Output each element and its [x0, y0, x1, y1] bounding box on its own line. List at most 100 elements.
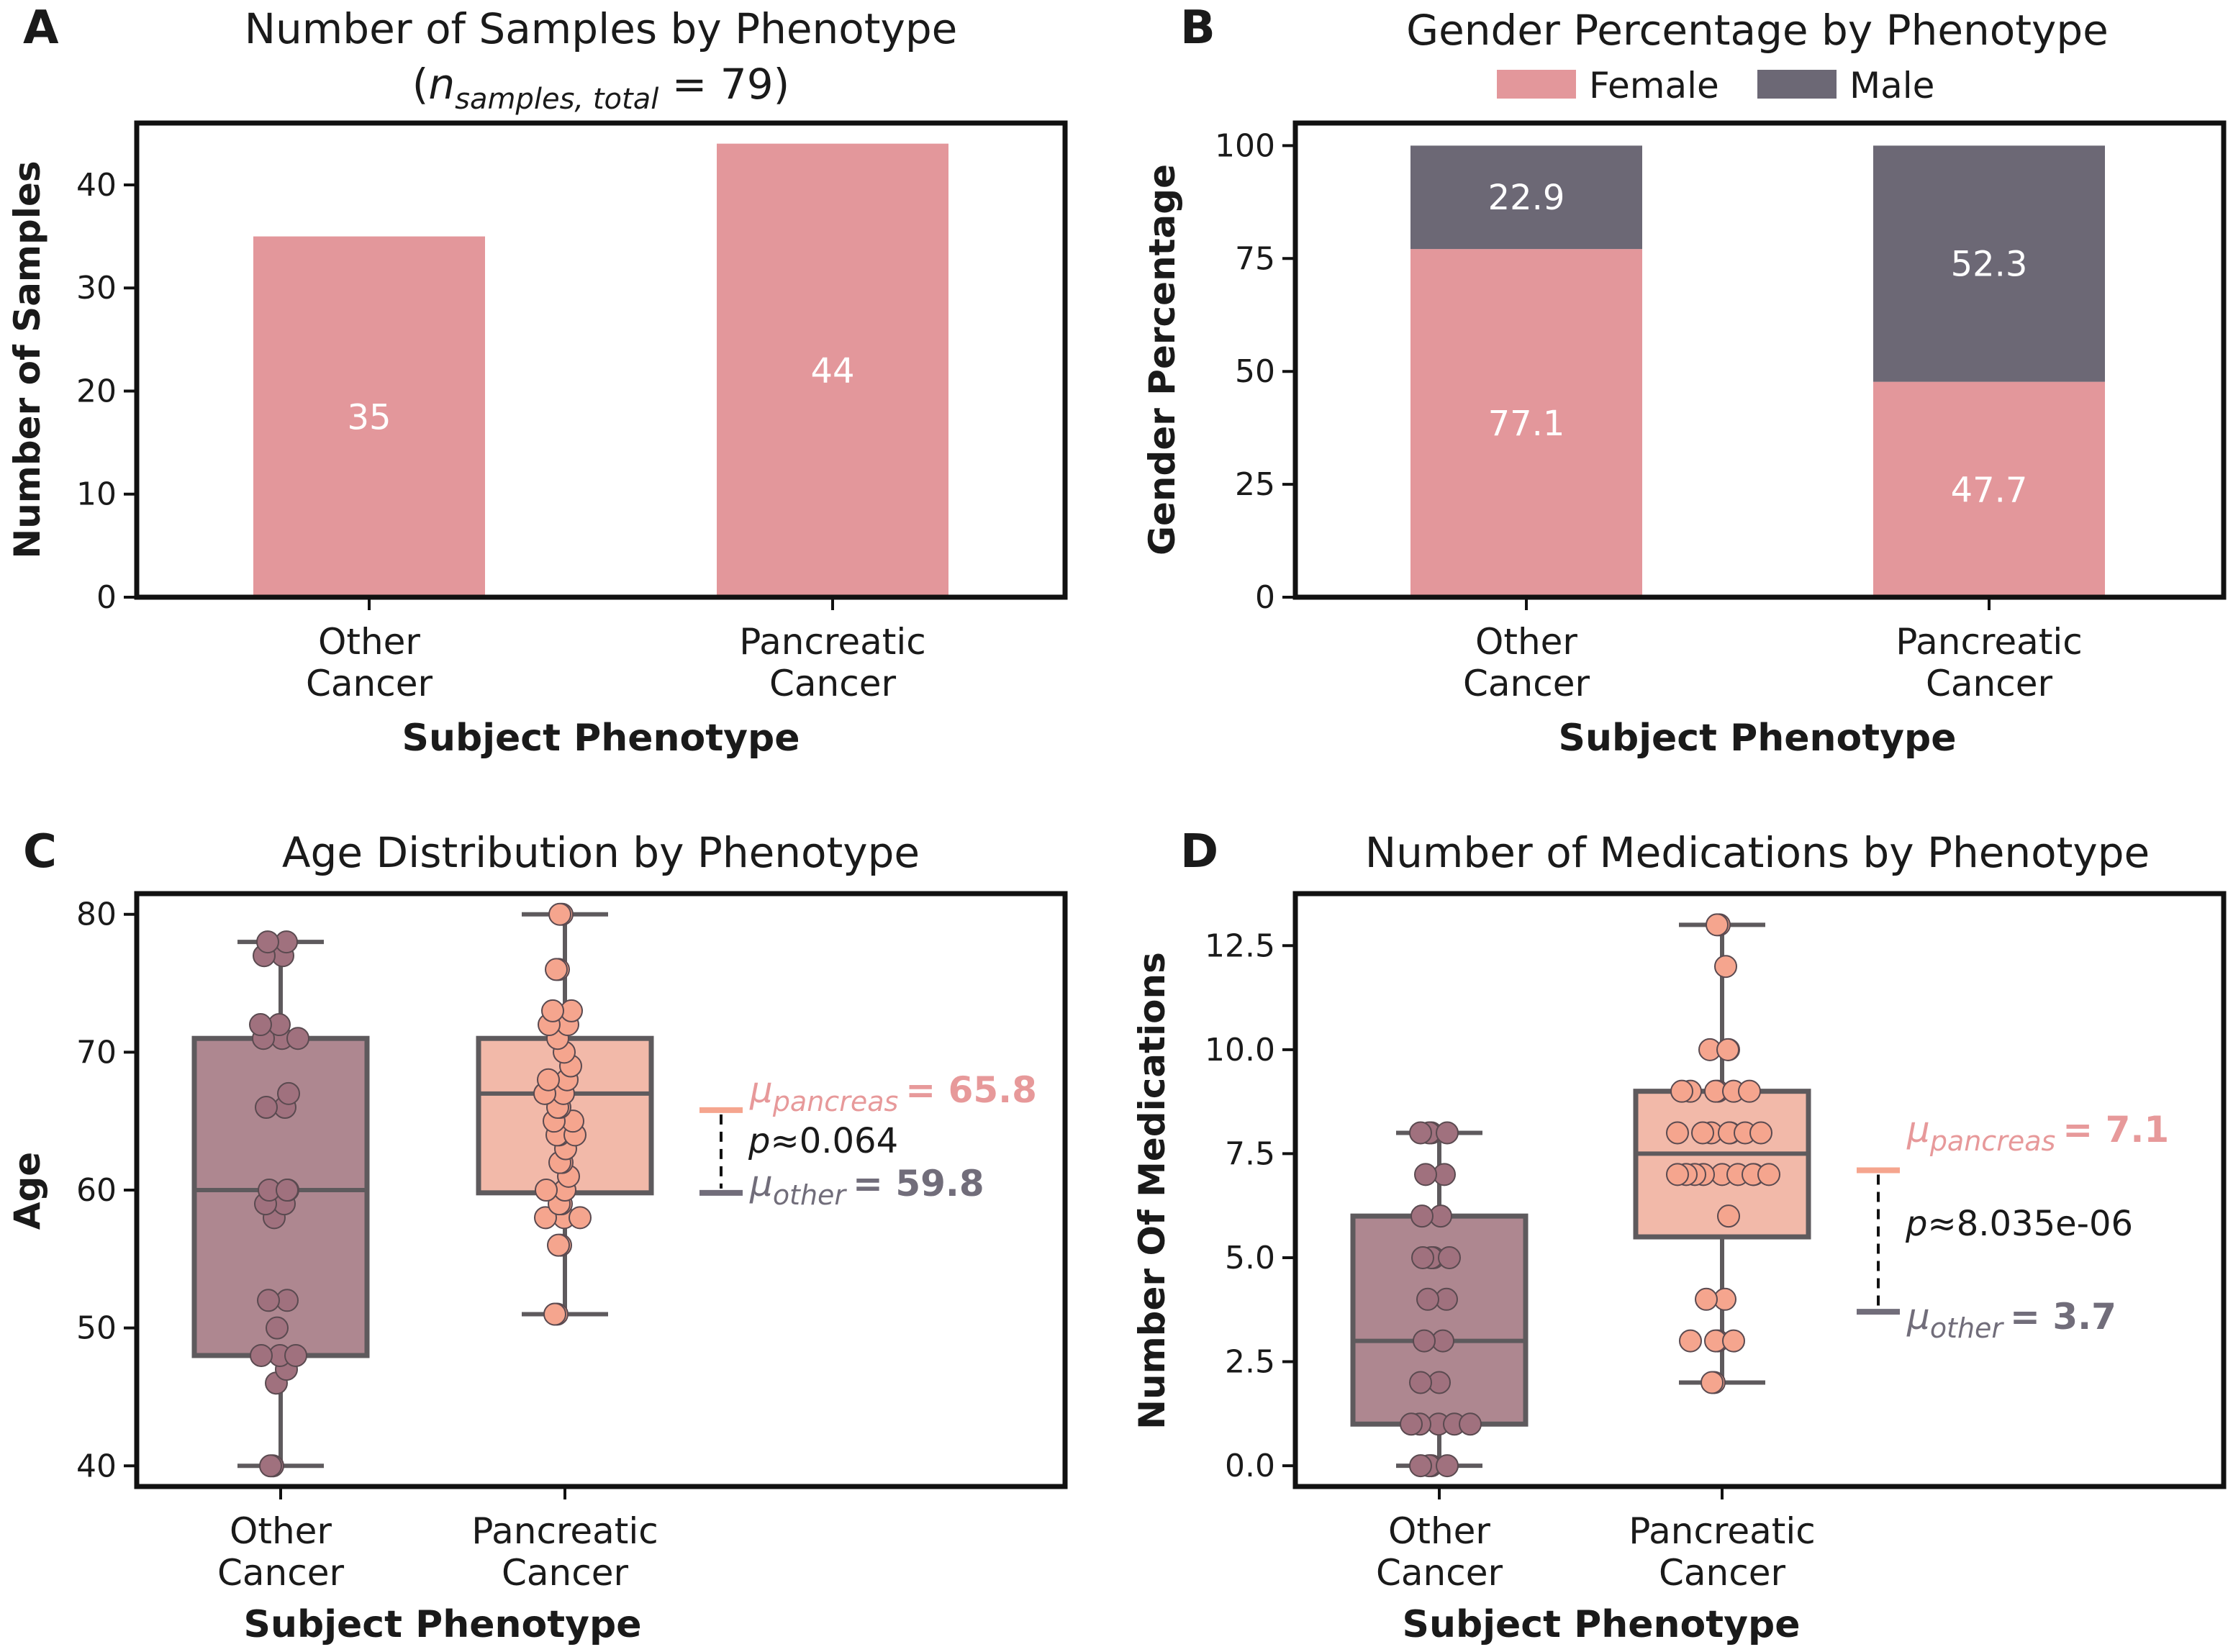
panel-c-title: Age Distribution by Phenotype	[282, 828, 920, 877]
panel-d-p-value: p≈8.035e-06	[1905, 1204, 2133, 1244]
panel-b-ylabel: Gender Percentage	[1141, 164, 1183, 555]
bar-value-label: 44	[810, 351, 854, 391]
data-point	[1411, 1245, 1434, 1269]
y-tick-label: 70	[76, 1034, 117, 1071]
data-point	[1679, 1329, 1702, 1353]
female-bar-0	[1410, 249, 1642, 597]
x-tick-label: Pancreatic Cancer	[739, 621, 926, 704]
data-point	[259, 1454, 282, 1478]
data-point	[1409, 1371, 1432, 1394]
data-point	[257, 1289, 280, 1312]
male-value-label: 22.9	[1488, 178, 1565, 218]
panel-c-xlabel: Subject Phenotype	[244, 1603, 642, 1646]
data-point	[286, 1027, 309, 1050]
panel-letter-d: D	[1180, 825, 1218, 879]
panel-c-annotation: μpancreas = 65.8 p≈0.064 μother = 59.8	[748, 1069, 1037, 1211]
x-tick-label: Pancreatic Cancer	[1629, 1510, 1816, 1594]
y-tick-label: 60	[76, 1172, 117, 1209]
data-point	[1409, 1454, 1432, 1478]
y-tick-label: 40	[76, 167, 117, 204]
panel-a-plot: 35 44 0 10 20 30 40 Other Cancer Pancreatic Cancer	[76, 143, 948, 704]
x-tick-label: Other Cancer	[1376, 1510, 1503, 1594]
panel-b-axes-frame	[1292, 120, 2227, 600]
data-point	[1666, 1121, 1689, 1145]
x-tick-label: Pancreatic Cancer	[1896, 621, 2083, 704]
y-tick-label: 20	[76, 373, 117, 409]
data-point	[535, 1179, 558, 1202]
data-point	[541, 999, 564, 1022]
panel-c-plot: 40 50 60 70 80 Other Cancer Pancreatic Cancer	[76, 897, 743, 1594]
panel-b: B Gender Percentage by Phenotype Female …	[1141, 1, 2227, 760]
panel-b-plot: 77.1 47.7 22.9 52.3 0 25 50 75 100 Other Cancer Pan…	[1215, 127, 2105, 704]
female-value-label: 47.7	[1951, 470, 2028, 510]
data-point	[545, 958, 568, 981]
female-bar-1	[1873, 381, 2105, 597]
data-point	[569, 1206, 592, 1230]
data-point	[1400, 1412, 1423, 1436]
y-tick-label: 75	[1235, 240, 1275, 277]
y-tick-label: 10	[76, 476, 117, 513]
data-point	[1706, 913, 1729, 937]
panel-d-mu-other: μother = 3.7	[1906, 1296, 2116, 1344]
panel-c-mu-pancreas: μpancreas = 65.8	[749, 1069, 1037, 1117]
panel-b-title: Gender Percentage by Phenotype	[1406, 6, 2109, 55]
panel-c-ylabel: Age	[6, 1152, 48, 1230]
y-tick-label: 0	[96, 579, 117, 616]
bar-0	[253, 236, 485, 597]
data-point	[1695, 1287, 1718, 1311]
data-point	[1436, 1121, 1459, 1145]
legend-female-label: Female	[1589, 65, 1719, 106]
y-tick-label: 50	[76, 1310, 117, 1347]
x-tick-label: Pancreatic Cancer	[471, 1510, 658, 1594]
panel-d: D Number of Medications by Phenotype 0.0…	[1131, 825, 2227, 1646]
data-point	[255, 1096, 278, 1120]
data-point	[534, 1206, 557, 1230]
data-point	[1757, 1163, 1780, 1186]
x-tick-label: Other Cancer	[306, 621, 433, 704]
panel-a: A Number of Samples by Phenotype (nsampl…	[6, 1, 1068, 760]
panel-a-title: Number of Samples by Phenotype	[245, 4, 958, 53]
data-point	[1436, 1454, 1459, 1478]
legend-male-label: Male	[1849, 65, 1934, 106]
panel-a-subtitle: (nsamples, total = 79)	[412, 60, 789, 116]
male-value-label: 52.3	[1951, 245, 2028, 285]
y-tick-label: 30	[76, 270, 117, 307]
data-point	[1722, 1329, 1745, 1353]
bar-value-label: 35	[347, 397, 391, 437]
data-point	[249, 1013, 272, 1037]
panel-d-ylabel: Number Of Medications	[1131, 952, 1173, 1430]
panel-c: C Age Distribution by Phenotype 40 50 60 70…	[6, 825, 1068, 1646]
bar-1	[717, 143, 948, 598]
y-tick-label: 7.5	[1225, 1135, 1275, 1172]
data-point	[1717, 1204, 1740, 1228]
panel-d-mu-pancreas: μpancreas = 7.1	[1906, 1109, 2169, 1157]
data-point	[277, 1081, 300, 1105]
y-tick-label: 100	[1215, 127, 1275, 164]
panel-a-xlabel: Subject Phenotype	[402, 717, 800, 760]
data-point	[250, 1343, 273, 1367]
panel-d-xlabel: Subject Phenotype	[1403, 1603, 1801, 1646]
panel-a-ylabel: Number of Samples	[6, 160, 48, 558]
data-point	[1409, 1121, 1432, 1145]
data-point	[1714, 955, 1737, 979]
data-point	[537, 1068, 560, 1092]
panel-c-axes-frame	[134, 891, 1068, 1489]
male-bar-1	[1873, 145, 2105, 382]
data-point	[1414, 1163, 1437, 1186]
y-tick-label: 5.0	[1225, 1240, 1275, 1276]
data-point	[1410, 1204, 1434, 1228]
y-tick-label: 0	[1255, 579, 1275, 616]
data-point	[1438, 1245, 1461, 1269]
data-point	[1413, 1329, 1436, 1353]
data-point	[1416, 1287, 1439, 1311]
y-tick-label: 0.0	[1225, 1448, 1275, 1484]
panel-c-p-value: p≈0.064	[748, 1121, 898, 1161]
panel-letter-b: B	[1180, 1, 1215, 55]
panel-a-axes-frame	[134, 120, 1068, 600]
legend: Female Male	[1497, 65, 1934, 106]
panel-d-annotation: μpancreas = 7.1 p≈8.035e-06 μother = 3.7	[1905, 1109, 2169, 1344]
panel-d-axes-frame	[1292, 891, 2227, 1489]
data-point	[1670, 1079, 1693, 1103]
data-point	[1749, 1121, 1772, 1145]
